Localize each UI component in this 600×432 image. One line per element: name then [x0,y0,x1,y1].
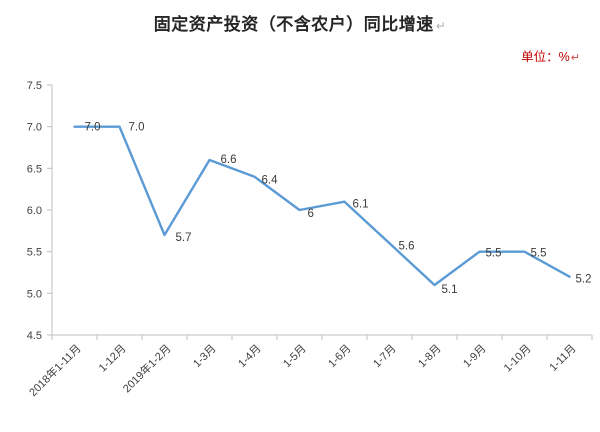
chart-title-text: 固定资产投资（不含农户）同比增速 [153,15,434,34]
x-tick-label: 1-8月 [416,343,444,371]
y-tick-label: 6.0 [27,205,42,217]
data-label: 5.2 [576,274,592,286]
data-label: 6.1 [353,199,369,211]
x-tick-label: 1-3月 [191,343,219,371]
x-tick-label: 1-4月 [236,343,264,371]
x-tick-label: 1-7月 [371,343,399,371]
chart-title: 固定资产投资（不含农户）同比增速 ↵ [0,10,600,35]
data-series-line [73,125,571,287]
data-label: 7.0 [129,122,145,134]
y-tick-label: 6.5 [27,163,42,175]
data-label: 5.7 [176,232,192,244]
data-label: 6.6 [221,154,237,166]
data-label: 7.0 [85,122,101,134]
y-tick-label: 4.5 [27,330,42,342]
y-tick-label: 5.0 [27,288,42,300]
data-label: 5.5 [531,248,547,260]
data-label: 5.5 [486,248,502,260]
x-tick-label: 1-5月 [281,343,309,371]
paragraph-return-icon: ↵ [435,19,447,33]
unit-label: 单位：%↵ [521,46,580,65]
x-tick-label: 2019年1-2月 [120,341,174,395]
unit-label-text: 单位：% [521,50,570,64]
x-tick-label: 1-11月 [547,343,578,374]
y-tick-label: 7.5 [27,80,42,92]
y-tick-label: 7.0 [27,122,42,134]
x-tick-label: 1-9月 [461,343,489,371]
x-tick-label: 1-12月 [97,343,129,375]
x-tick-label: 2018年1-11月 [26,341,84,399]
data-label: 6 [308,208,314,220]
axes [47,84,593,340]
y-axis-tick-labels: 4.5 5.0 5.5 6.0 6.5 7.0 7.5 [27,80,42,342]
paragraph-return-icon: ↵ [570,52,580,64]
data-label: 6.4 [262,175,279,187]
y-tick-label: 5.5 [27,247,42,259]
x-tick-label: 1-10月 [502,343,534,375]
x-tick-label: 1-6月 [326,343,354,371]
data-label: 5.6 [399,240,415,252]
data-labels: 7.0 7.0 5.7 6.6 6.4 6 6.1 5.6 5.1 5.5 5.5 5.2 [85,122,592,296]
data-label: 5.1 [442,284,458,296]
